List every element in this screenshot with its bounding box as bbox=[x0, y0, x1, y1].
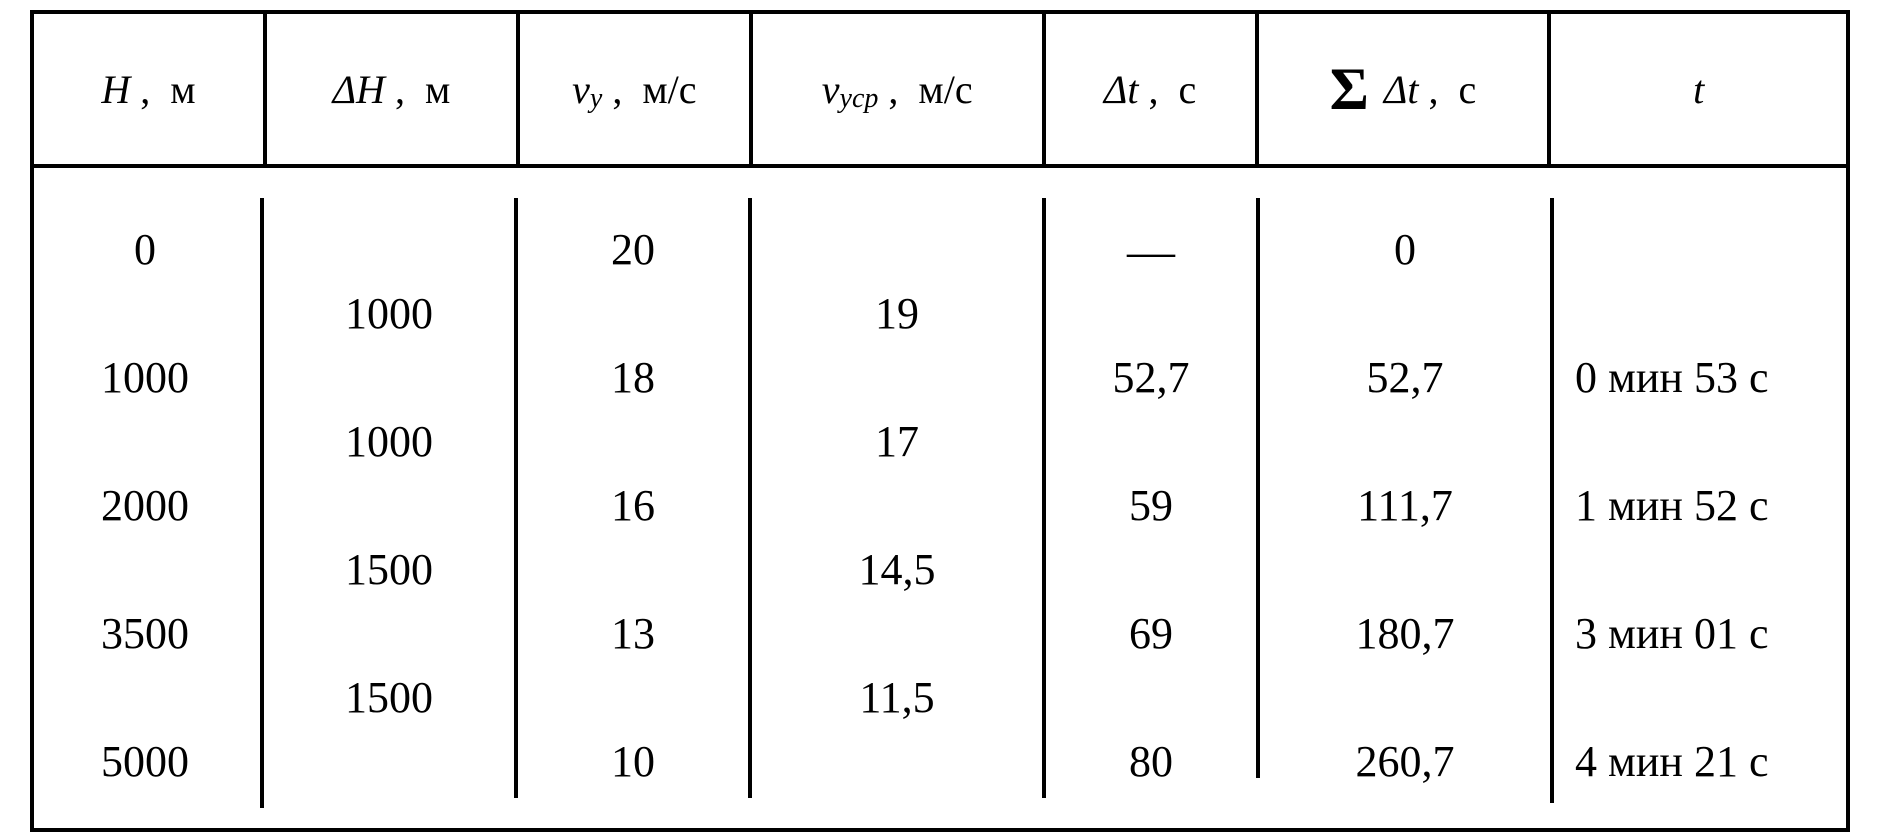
body-separator bbox=[514, 198, 518, 798]
cell-sumdt: 260,7 bbox=[1356, 740, 1455, 784]
col-header-dt: Δt, с bbox=[1046, 14, 1255, 164]
body-separator bbox=[748, 198, 752, 798]
cell-H: 0 bbox=[134, 228, 156, 272]
table-header-row: H, м ΔH, м vy, м/с vyср, м/с Δt, с ΣΔt, … bbox=[30, 14, 1850, 168]
col-header-H: H, м bbox=[34, 14, 263, 164]
cell-sumdt: 180,7 bbox=[1356, 612, 1455, 656]
col-header-dH: ΔH, м bbox=[267, 14, 516, 164]
header-unit: м/с bbox=[642, 66, 696, 113]
cell-vycp: 14,5 bbox=[859, 548, 936, 592]
cell-H: 2000 bbox=[101, 484, 189, 528]
body-separator bbox=[260, 198, 264, 808]
col-header-sumdt: ΣΔt, с bbox=[1259, 14, 1548, 164]
table-edge-right bbox=[1846, 168, 1850, 828]
cell-vy: 13 bbox=[611, 612, 655, 656]
climb-table: H, м ΔH, м vy, м/с vyср, м/с Δt, с ΣΔt, … bbox=[30, 10, 1850, 832]
cell-vycp: 17 bbox=[875, 420, 919, 464]
header-sub: yср bbox=[840, 83, 879, 115]
header-var: t bbox=[1693, 66, 1704, 113]
cell-H: 1000 bbox=[101, 356, 189, 400]
header-var: H bbox=[101, 66, 130, 113]
header-var: v bbox=[572, 66, 590, 113]
cell-t: 0 мин 53 с bbox=[1575, 356, 1768, 400]
body-separator bbox=[1256, 198, 1260, 778]
cell-t: 4 мин 21 с bbox=[1575, 740, 1768, 784]
cell-dt: 69 bbox=[1129, 612, 1173, 656]
cell-vy: 18 bbox=[611, 356, 655, 400]
cell-vy: 16 bbox=[611, 484, 655, 528]
col-header-vy: vy, м/с bbox=[520, 14, 749, 164]
header-var: v bbox=[822, 66, 840, 113]
header-unit: с bbox=[1458, 66, 1476, 113]
cell-vycp: 11,5 bbox=[859, 676, 934, 720]
cell-dt: 59 bbox=[1129, 484, 1173, 528]
cell-vycp: 19 bbox=[875, 292, 919, 336]
cell-H: 5000 bbox=[101, 740, 189, 784]
header-unit: м/с bbox=[918, 66, 972, 113]
sigma-symbol: Σ bbox=[1330, 55, 1369, 124]
header-var: Δt bbox=[1104, 66, 1139, 113]
cell-dt: 80 bbox=[1129, 740, 1173, 784]
cell-t: 3 мин 01 с bbox=[1575, 612, 1768, 656]
col-header-t: t bbox=[1551, 14, 1846, 164]
cell-sumdt: 52,7 bbox=[1367, 356, 1444, 400]
body-separator bbox=[1550, 198, 1554, 803]
header-unit: м bbox=[170, 66, 195, 113]
col-header-vycp: vyср, м/с bbox=[753, 14, 1042, 164]
cell-dt: 52,7 bbox=[1113, 356, 1190, 400]
cell-vy: 20 bbox=[611, 228, 655, 272]
header-unit: м bbox=[425, 66, 450, 113]
cell-dH: 1000 bbox=[345, 292, 433, 336]
header-unit: с bbox=[1178, 66, 1196, 113]
header-sub: y bbox=[590, 83, 602, 115]
cell-t: 1 мин 52 с bbox=[1575, 484, 1768, 528]
body-separator bbox=[1042, 198, 1046, 798]
table-edge-left bbox=[30, 168, 34, 828]
cell-sumdt: 111,7 bbox=[1357, 484, 1453, 528]
cell-dH: 1000 bbox=[345, 420, 433, 464]
cell-dH: 1500 bbox=[345, 676, 433, 720]
cell-dt: — bbox=[1127, 228, 1175, 276]
header-var: Δt bbox=[1384, 66, 1419, 113]
cell-sumdt: 0 bbox=[1394, 228, 1416, 272]
table-body: 0 20 — 0 1000 18 52,7 52,7 0 мин 53 с 20… bbox=[30, 168, 1850, 828]
header-var: ΔH bbox=[333, 66, 385, 113]
cell-dH: 1500 bbox=[345, 548, 433, 592]
cell-H: 3500 bbox=[101, 612, 189, 656]
cell-vy: 10 bbox=[611, 740, 655, 784]
